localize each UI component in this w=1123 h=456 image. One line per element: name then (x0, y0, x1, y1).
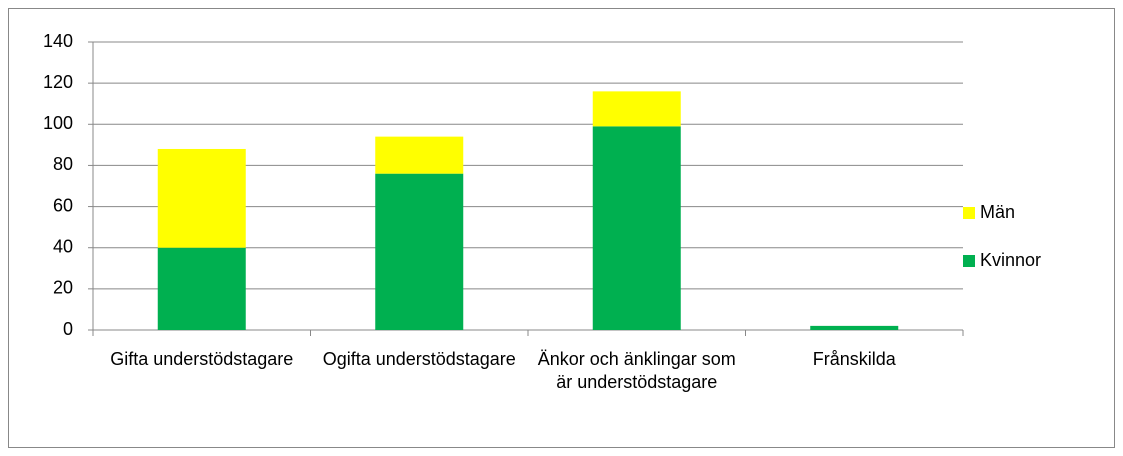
bar-segment (375, 136, 464, 174)
x-tick-label: Frånskilda (812, 349, 896, 369)
y-tick-label: 60 (53, 195, 73, 215)
legend-swatch (963, 255, 975, 267)
legend-label: Män (980, 202, 1015, 222)
bar-segment (592, 91, 681, 127)
legend-label: Kvinnor (980, 250, 1041, 270)
y-tick-label: 40 (53, 236, 73, 256)
y-tick-label: 0 (63, 319, 73, 339)
x-tick-label: Gifta understödstagare (110, 349, 294, 369)
bar-segment (375, 173, 464, 330)
x-tick-label: Änkor och änklingar som är understödstag… (537, 349, 736, 392)
bar-segment (592, 126, 681, 330)
bar-segment (157, 148, 246, 248)
y-tick-label: 80 (53, 154, 73, 174)
bar-segment (157, 247, 246, 330)
bar-segment (810, 325, 899, 330)
y-tick-label: 120 (43, 72, 73, 92)
legend-swatch (963, 207, 975, 219)
y-tick-label: 140 (43, 31, 73, 51)
y-tick-label: 100 (43, 113, 73, 133)
y-tick-label: 20 (53, 278, 73, 298)
x-tick-label: Ogifta understödstagare (322, 349, 516, 369)
